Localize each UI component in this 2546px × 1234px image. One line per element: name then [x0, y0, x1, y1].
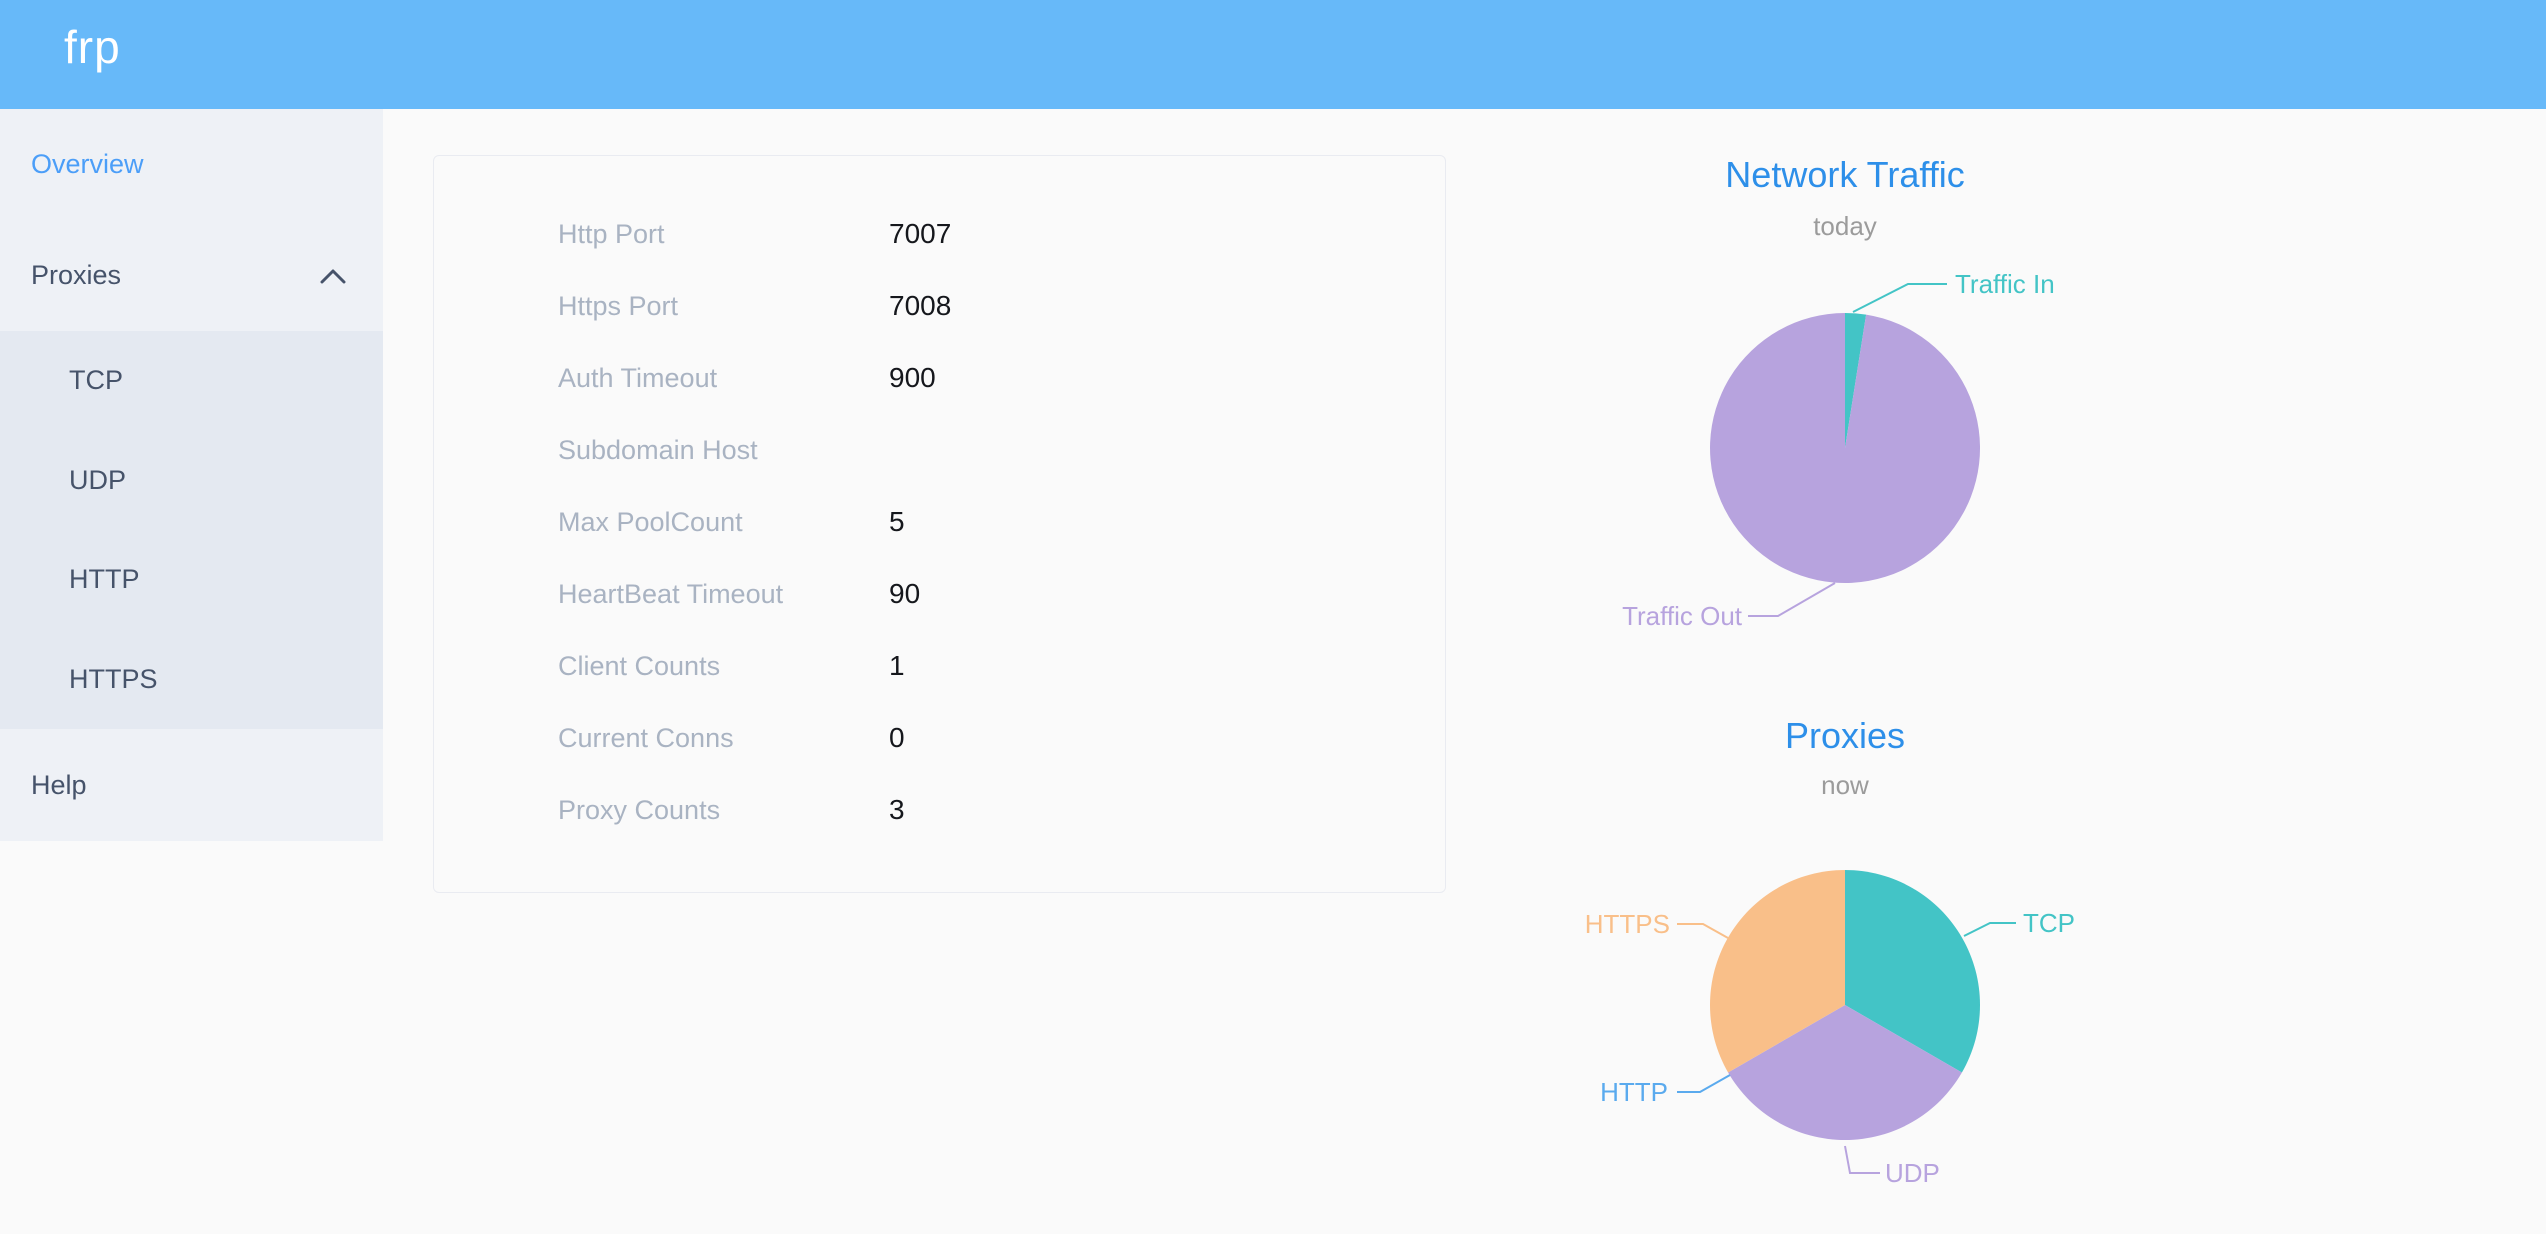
info-value: 7007: [889, 218, 952, 249]
info-value: 3: [889, 794, 905, 825]
proxies-chart: Proxies now TCP HTTPS HTTP UDP: [1500, 700, 2190, 1234]
info-label: Auth Timeout: [558, 362, 718, 393]
app-logo: frp: [64, 21, 121, 73]
info-value: 0: [889, 722, 905, 753]
info-label: Https Port: [558, 290, 679, 321]
info-value: 1: [889, 650, 905, 681]
network-traffic-pie: [1710, 283, 1981, 617]
info-value: 5: [889, 506, 905, 537]
https-label-line: [1677, 923, 1729, 939]
info-row-client-counts: Client Counts 1: [434, 630, 1445, 702]
sidebar-item-help[interactable]: Help: [31, 770, 87, 800]
info-label: Subdomain Host: [558, 434, 758, 465]
chevron-up-icon: [320, 269, 346, 284]
pie-slice-traffic-out: [1710, 313, 1981, 583]
info-value: 7008: [889, 290, 952, 321]
chart-subtitle: today: [1813, 211, 1877, 241]
chart-subtitle: now: [1821, 770, 1869, 800]
info-label: Current Conns: [558, 722, 734, 753]
http-label: HTTP: [1600, 1077, 1668, 1107]
sidebar-item-proxies[interactable]: Proxies: [0, 219, 383, 331]
sidebar-item-https[interactable]: HTTPS: [69, 663, 158, 694]
traffic-out-label: Traffic Out: [1622, 601, 1742, 631]
sidebar-item-tcp[interactable]: TCP: [69, 365, 123, 395]
info-label: Proxy Counts: [558, 794, 721, 825]
info-row-proxy-counts: Proxy Counts 3: [434, 774, 1445, 846]
info-label: HeartBeat Timeout: [558, 578, 784, 609]
tcp-label: TCP: [2023, 908, 2075, 938]
server-info-card: Http Port 7007 Https Port 7008 Auth Time…: [433, 155, 1446, 893]
info-row-auth-timeout: Auth Timeout 900: [434, 342, 1445, 414]
pie-slice-tcp: [1845, 870, 1980, 1073]
pie-slice-traffic-in: [1845, 313, 1867, 448]
info-label: Client Counts: [558, 650, 721, 681]
pie-slice-https: [1710, 870, 1845, 1073]
info-row-https-port: Https Port 7008: [434, 270, 1445, 342]
info-value: 90: [889, 578, 921, 609]
traffic-in-label-line: [1852, 283, 1947, 313]
info-label: Max PoolCount: [558, 506, 743, 537]
sidebar: Overview Proxies TCP UDP HTTP HTTPS Help: [0, 109, 383, 841]
sidebar-item-udp[interactable]: UDP: [69, 464, 127, 495]
info-row-heartbeat-timeout: HeartBeat Timeout 90: [434, 558, 1445, 630]
info-row-subdomain-host: Subdomain Host: [434, 414, 1445, 486]
http-label-line: [1677, 1074, 1731, 1093]
chart-title: Network Traffic: [1725, 154, 1965, 195]
proxies-submenu: TCP UDP HTTP HTTPS: [0, 331, 383, 729]
sidebar-item-http[interactable]: HTTP: [69, 564, 140, 594]
udp-label-line: [1844, 1145, 1880, 1174]
traffic-in-label: Traffic In: [1955, 269, 2055, 299]
udp-label: UDP: [1885, 1158, 1940, 1188]
app-header: frp: [0, 0, 2546, 109]
info-row-current-conns: Current Conns 0: [434, 702, 1445, 774]
tcp-label-line: [1963, 922, 2016, 937]
info-row-max-poolcount: Max PoolCount 5: [434, 486, 1445, 558]
proxies-pie: [1677, 870, 2016, 1174]
info-value: 900: [889, 362, 936, 393]
sidebar-item-overview[interactable]: Overview: [31, 149, 144, 179]
traffic-out-label-line: [1748, 582, 1836, 617]
chart-title: Proxies: [1784, 715, 1906, 756]
https-label: HTTPS: [1584, 909, 1670, 939]
sidebar-item-proxies-label: Proxies: [31, 260, 122, 290]
pie-slice-udp: [1728, 1005, 1962, 1140]
info-row-http-port: Http Port 7007: [434, 198, 1445, 270]
network-traffic-chart: Network Traffic today Traffic In Traffic…: [1500, 140, 2190, 670]
info-label: Http Port: [558, 218, 665, 249]
